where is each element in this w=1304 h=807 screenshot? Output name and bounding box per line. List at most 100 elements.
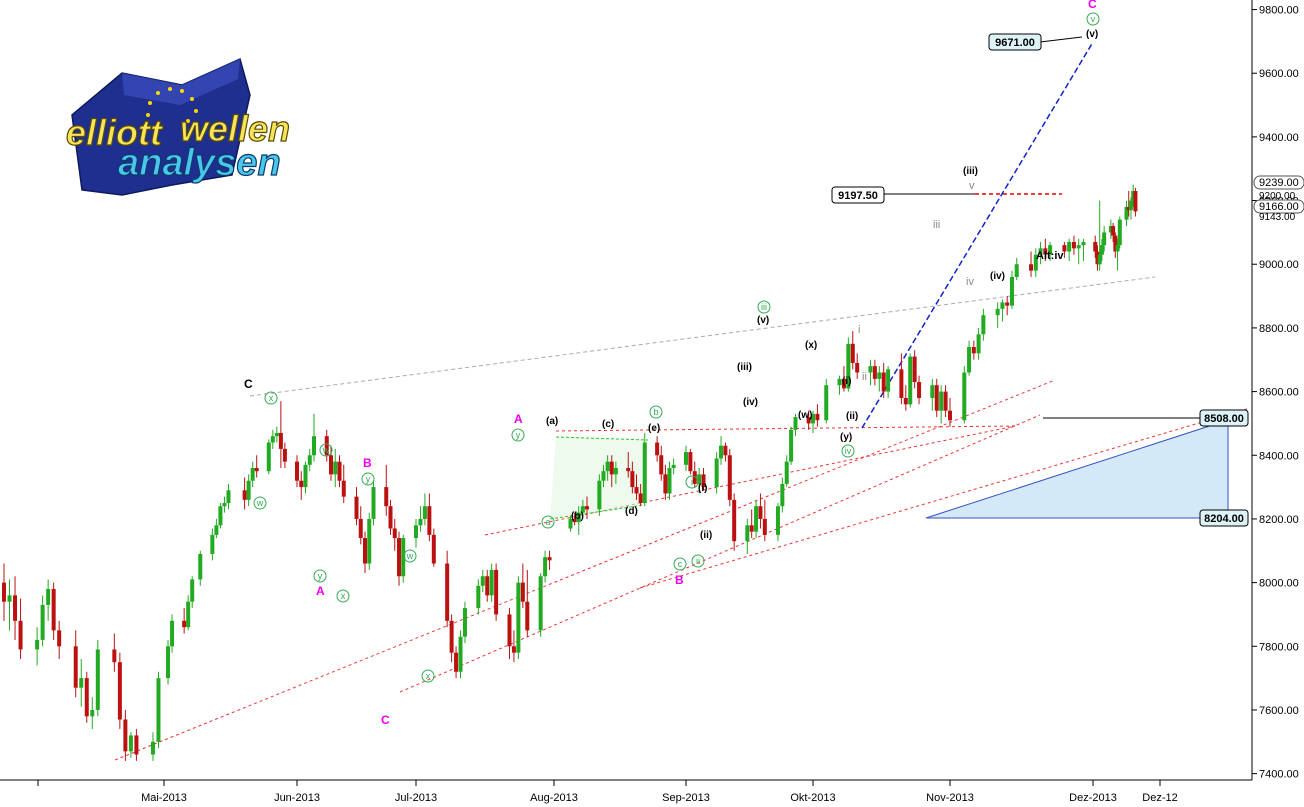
y-tick-label: 8800.00 [1259,323,1299,335]
candle-body [222,503,227,507]
candle-body [57,630,62,647]
candle [850,331,855,370]
candle-body [908,356,913,405]
candle [90,697,95,730]
candle [789,426,794,465]
wave-circle-y3: y [511,428,525,442]
candle-body [642,442,647,504]
candle-body [392,528,397,539]
candle [732,493,737,551]
wave-label-gray-ii: ii [862,371,867,383]
candle [388,499,393,535]
candle-body [384,487,389,507]
candle [967,340,972,376]
candle-body [190,579,195,602]
x-tick-label: Sep-2013 [662,792,710,804]
candle-body [84,678,89,717]
candle-body [981,315,986,335]
candle-body [1095,251,1100,265]
wave-label-C1: C [244,377,253,391]
green-triangle-top [555,436,649,441]
candle [1102,226,1107,252]
candle-body [638,493,643,504]
svg-text:w: w [322,445,330,455]
candle-body [511,646,516,653]
svg-text:x: x [426,671,431,681]
candle-body [692,471,697,484]
candle-body [1124,206,1129,220]
candle-body [659,455,664,475]
candle [638,483,643,507]
candle-body [1108,226,1113,233]
candle-body [7,595,12,602]
candle-body [758,506,763,519]
wave-circle-y2: y [361,472,375,486]
candle [714,452,719,494]
candle-body [274,432,279,437]
candle [489,563,494,602]
candle-body [337,461,342,481]
candle-body [1097,254,1102,265]
candle-body [1081,241,1086,246]
wave-label-paren-w: (w) [798,410,812,421]
candle-body [397,538,401,577]
candle-body [762,518,767,535]
candle [329,445,333,481]
y-tick-label: 9000.00 [1259,259,1299,271]
candle [218,503,223,529]
wave-label-paren-iv1: (iv) [743,397,758,408]
candle-body [962,372,967,421]
candle [214,518,219,539]
candle [476,579,481,615]
x-tick-label: Dez-12 [1142,792,1177,804]
y-tick-label: 8200.00 [1259,514,1299,526]
svg-text:9239.00: 9239.00 [1259,177,1299,189]
candle-body [976,334,981,354]
candle [282,442,287,468]
candle-body [684,452,688,465]
candle-body [303,464,308,488]
candle [605,455,610,481]
candle [7,579,12,631]
wave-circle-b: b [649,405,663,419]
candle [912,350,917,389]
candle-body [655,442,660,456]
candle-body [1043,248,1048,255]
candle-body [1102,232,1107,246]
candle-body [837,378,842,386]
candle-body [903,397,908,405]
candle [1108,219,1113,239]
candle [274,426,279,443]
candle-body [1117,219,1122,246]
candle [943,385,948,418]
candle [872,359,877,386]
candle-body [745,525,750,542]
candle-body [282,448,287,462]
wave-label-paren-x: (x) [805,340,817,351]
candle [1033,248,1038,277]
candle [123,709,128,761]
candle-body [295,461,299,481]
candle-body [1133,191,1138,212]
candle-body [626,468,631,472]
candle-body [1000,302,1005,309]
candle-body [630,471,635,488]
candle [613,461,618,484]
current-price-tags: 9239.00 9200.00 9166.00 9143.00 [1253,175,1304,223]
candle-body [576,512,581,523]
candle-body [312,436,316,456]
candle [697,468,702,494]
candle-body [476,585,481,609]
candle [719,436,724,465]
candle-body [324,436,329,456]
candle-body [855,362,860,373]
candle-body [872,366,877,379]
wave-label-paren-iii2: (iii) [963,166,978,177]
candle [392,518,397,551]
blue-projection-triangle [925,419,1229,519]
wave-circle-v-top: v [1086,12,1100,26]
candle-body [605,461,610,472]
candle [846,337,851,392]
candle [1048,241,1053,262]
candle-body [723,445,728,456]
